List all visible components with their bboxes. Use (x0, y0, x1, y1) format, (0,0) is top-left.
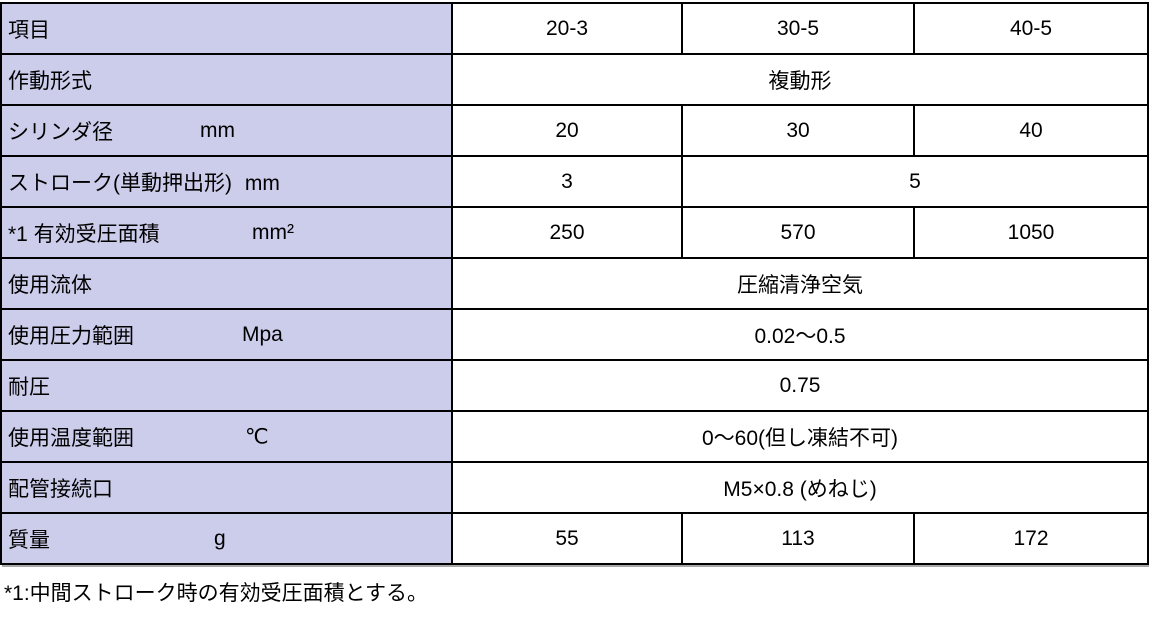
value-area-1050: 1050 (913, 206, 1149, 259)
model-column-header-30-5: 30-5 (681, 2, 915, 55)
row-label-stroke: ストローク(単動押出形) mm (0, 155, 453, 208)
row-label-proof-pressure: 耐圧 (0, 359, 453, 412)
model-column-header-20-3: 20-3 (451, 2, 683, 55)
row-label-text: 質量 (8, 528, 50, 552)
value-area-250: 250 (451, 206, 683, 259)
row-label-text: 使用温度範囲 (8, 426, 134, 450)
value-pressure-range: 0.02～0.5 (451, 308, 1149, 361)
row-unit-label: ℃ (245, 425, 269, 448)
row-label-text: *1 有効受圧面積 (8, 222, 160, 246)
table-header-row: 項目 20-3 30-5 40-5 (0, 2, 1149, 55)
table-row-fluid: 使用流体 圧縮清浄空気 (0, 257, 1149, 310)
value-bore-20: 20 (451, 104, 683, 157)
value-piping-port: M5×0.8 (めねじ) (451, 461, 1149, 514)
table-row-proof-pressure: 耐圧 0.75 (0, 359, 1149, 412)
row-label-mass: 質量 g (0, 512, 453, 565)
row-unit-label: mm (244, 171, 280, 195)
footnote: *1:中間ストローク時の有効受圧面積とする。 (4, 582, 429, 605)
row-unit-label: g (214, 526, 226, 550)
value-stroke-5: 5 (681, 155, 1149, 208)
row-label-bore-size: シリンダ径 mm (0, 104, 453, 157)
value-mass-55: 55 (451, 512, 683, 565)
table-row-temperature-range: 使用温度範囲 ℃ 0～60(但し凍結不可) (0, 410, 1149, 463)
row-label-piping-port: 配管接続口 (0, 461, 453, 514)
row-label-pressure-range: 使用圧力範囲 Mpa (0, 308, 453, 361)
value-action-type: 複動形 (451, 53, 1149, 106)
row-unit-label: mm² (252, 220, 294, 244)
table-row-pressure-range: 使用圧力範囲 Mpa 0.02～0.5 (0, 308, 1149, 361)
header-item-label: 項目 (8, 18, 50, 42)
row-label-text: 配管接続口 (8, 477, 113, 501)
table-row-bore-size: シリンダ径 mm 20 30 40 (0, 104, 1149, 157)
table-row-stroke: ストローク(単動押出形) mm 3 5 (0, 155, 1149, 208)
value-bore-30: 30 (681, 104, 915, 157)
table-row-action-type: 作動形式 複動形 (0, 53, 1149, 106)
row-label-temperature-range: 使用温度範囲 ℃ (0, 410, 453, 463)
row-label-text: 作動形式 (8, 69, 92, 93)
value-bore-40: 40 (913, 104, 1149, 157)
row-label-effective-area: *1 有効受圧面積 mm² (0, 206, 453, 259)
row-unit-label: mm (200, 118, 235, 142)
value-mass-172: 172 (913, 512, 1149, 565)
value-proof-pressure: 0.75 (451, 359, 1149, 412)
table-row-mass: 質量 g 55 113 172 (0, 512, 1149, 565)
row-label-action-type: 作動形式 (0, 53, 453, 106)
row-label-text: 使用圧力範囲 (8, 324, 134, 348)
row-label-text: 耐圧 (8, 375, 50, 399)
row-label-text: ストローク(単動押出形) (8, 171, 232, 195)
spec-table: 項目 20-3 30-5 40-5 作動形式 複動形 シリンダ径 mm 20 3… (0, 2, 1149, 565)
value-mass-113: 113 (681, 512, 915, 565)
row-unit-label: Mpa (242, 322, 283, 346)
row-label-text: 使用流体 (8, 273, 92, 297)
row-label-text: シリンダ径 (8, 120, 113, 144)
model-column-header-40-5: 40-5 (913, 2, 1149, 55)
value-fluid: 圧縮清浄空気 (451, 257, 1149, 310)
row-label-fluid: 使用流体 (0, 257, 453, 310)
value-temperature-range: 0～60(但し凍結不可) (451, 410, 1149, 463)
header-item-cell: 項目 (0, 2, 453, 55)
table-row-effective-area: *1 有効受圧面積 mm² 250 570 1050 (0, 206, 1149, 259)
value-area-570: 570 (681, 206, 915, 259)
table-row-piping-port: 配管接続口 M5×0.8 (めねじ) (0, 461, 1149, 514)
value-stroke-3: 3 (451, 155, 683, 208)
